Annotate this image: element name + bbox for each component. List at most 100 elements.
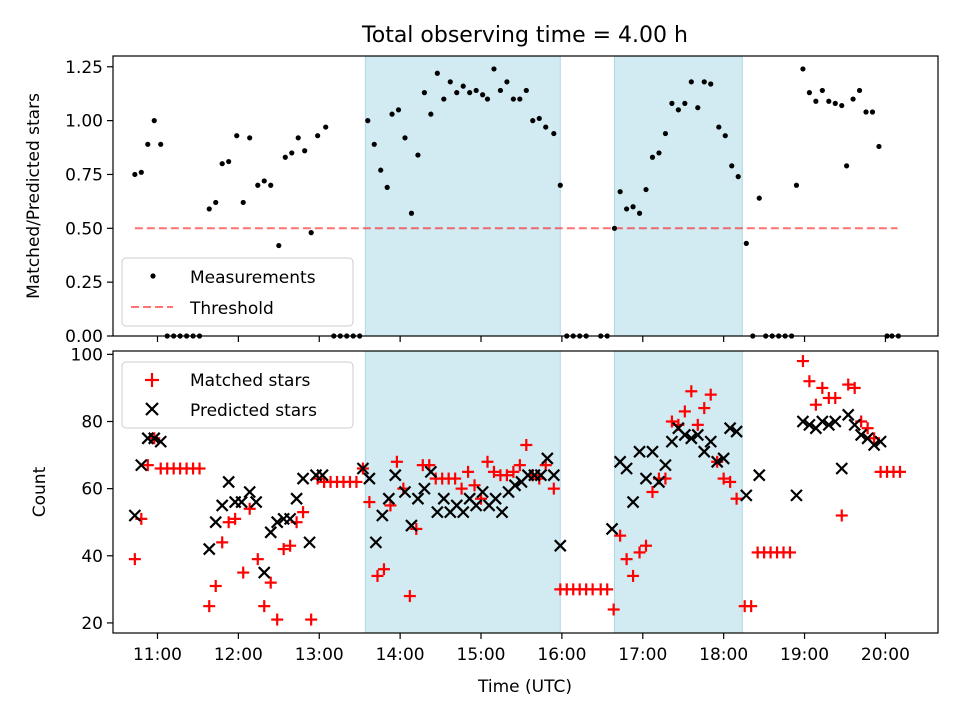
ratio-axes-frame: [112, 55, 939, 337]
matched-star-point: [258, 600, 271, 613]
ratio-y-tick-label: 0.00: [65, 327, 103, 347]
matched-star-point: [547, 482, 560, 495]
measurement-point: [240, 199, 246, 206]
predicted-star-point: [626, 495, 640, 509]
predicted-star-point: [704, 435, 717, 448]
ratio-y-tick-label: 0.25: [65, 273, 103, 293]
measurement-point: [389, 111, 395, 117]
predicted-star-point: [848, 418, 861, 432]
measurement-point: [276, 242, 282, 249]
measurement-point: [145, 141, 151, 147]
count-panel: 20 40 60 80 100 11:00 12:00 13:00 14:00 15:00 16:…: [30, 345, 939, 697]
ratio-legend-box: [121, 257, 354, 327]
x-marker-b: [222, 475, 235, 489]
matched-star-point: [403, 590, 416, 603]
x-marker-b: [554, 539, 567, 552]
measurement-point: [729, 163, 735, 169]
x-tick-label: 20:00: [861, 645, 910, 665]
matched-star-point: [829, 392, 842, 404]
x-marker-b: [424, 465, 438, 479]
predicted-star-point: [405, 519, 418, 532]
x-marker-b: [697, 445, 711, 458]
matched-star-point: [277, 543, 290, 556]
ratio-y-tick-label: 0.50: [65, 219, 103, 239]
x-marker-b: [398, 485, 412, 499]
matched-star-point: [796, 355, 809, 368]
matched-star-point: [363, 496, 376, 509]
x-marker-b: [257, 566, 271, 579]
matched-star-point: [698, 402, 711, 415]
x-marker-b: [135, 458, 148, 472]
predicted-star-point: [296, 472, 310, 485]
legend-measurements-label: Measurements: [190, 268, 316, 288]
matched-star-point: [627, 569, 640, 582]
predicted-star-point: [646, 445, 659, 458]
count-axes-frame: [112, 350, 939, 634]
predicted-star-point: [867, 438, 881, 452]
measurement-point: [675, 107, 681, 113]
x-marker-b: [495, 505, 509, 519]
predicted-star-point: [243, 485, 256, 499]
x-tick-label: 18:00: [699, 645, 748, 665]
predicted-star-point: [264, 526, 277, 539]
predicted-star-point: [209, 515, 222, 529]
matched-star-point: [271, 613, 284, 626]
measurement-point: [491, 66, 497, 72]
x-marker-b: [508, 479, 522, 492]
observing-window-shade: [364, 55, 561, 337]
predicted-star-point: [685, 432, 698, 445]
x-marker-b: [437, 492, 451, 505]
matched-star-point: [455, 482, 468, 495]
matched-star-point: [745, 600, 758, 613]
matched-star-point: [513, 459, 526, 472]
x-marker-b: [874, 435, 887, 448]
matched-star-point: [816, 381, 829, 394]
matched-star-point: [607, 603, 620, 616]
x-marker-b: [691, 428, 705, 442]
predicted-star-point: [620, 462, 633, 475]
measurement-point: [454, 90, 460, 96]
measurement-point: [415, 152, 421, 158]
count-y-axis-label: Count: [30, 466, 50, 517]
x-marker-b: [822, 418, 836, 432]
x-marker-b: [283, 512, 297, 526]
x-marker-b: [411, 492, 425, 505]
x-marker-b: [215, 499, 229, 512]
measurement-point: [434, 70, 440, 76]
ratio-legend: Measurements Threshold: [121, 257, 354, 327]
predicted-star-point: [356, 462, 370, 475]
matched-star-point: [803, 375, 816, 388]
observing-window-shade: [613, 350, 743, 634]
predicted-star-point: [835, 462, 849, 475]
measurement-point: [234, 133, 240, 139]
predicted-star-point: [303, 536, 316, 549]
measurement-point: [226, 158, 232, 165]
predicted-star-point: [476, 485, 489, 499]
matched-star-point: [229, 512, 242, 525]
ratio-y-tick-label: 0.75: [65, 165, 103, 185]
predicted-star-point: [665, 435, 679, 448]
x-marker-b: [235, 495, 248, 509]
measurement-point: [484, 96, 491, 102]
count-y-tick-label: 40: [81, 547, 103, 567]
x-marker-b: [547, 468, 561, 482]
predicted-star-point: [495, 505, 509, 519]
x-marker-b: [209, 515, 222, 529]
x-marker-b: [405, 519, 418, 532]
matched-star-point: [141, 459, 154, 472]
matched-star-point: [128, 553, 141, 566]
measurement-point: [282, 154, 288, 160]
matched-star-point: [193, 462, 206, 475]
measurement-point: [447, 79, 453, 85]
measurement-point: [701, 79, 707, 85]
measurement-point: [688, 79, 694, 85]
predicted-star-point: [431, 505, 444, 519]
observing-windows: [364, 55, 743, 337]
matched-star-point: [783, 546, 796, 559]
measurement-point: [839, 102, 845, 109]
predicted-star-point: [717, 452, 730, 465]
x-marker-b: [867, 438, 881, 452]
measurement-point: [268, 182, 274, 188]
matched-star-point: [297, 506, 310, 519]
measurement-point: [138, 169, 144, 175]
